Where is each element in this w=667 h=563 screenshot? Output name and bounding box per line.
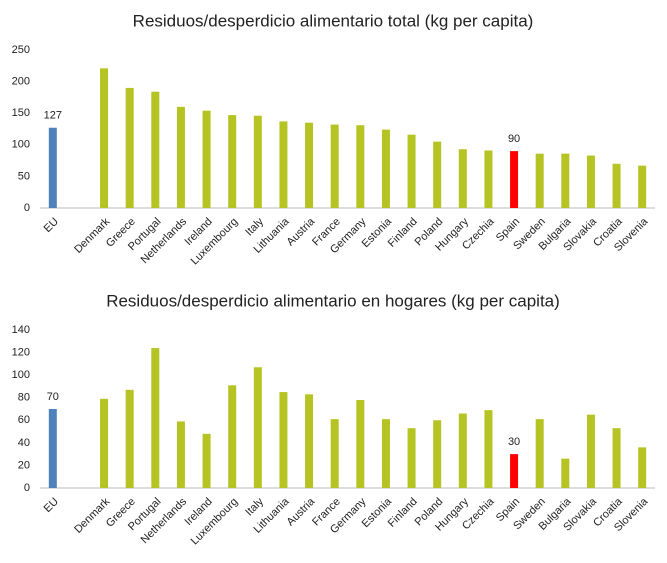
bar — [253, 115, 262, 208]
data-label: 127 — [44, 110, 62, 122]
bar — [484, 150, 493, 208]
bar — [100, 68, 109, 208]
bar — [561, 153, 570, 208]
bar — [561, 458, 570, 488]
bar — [407, 134, 416, 208]
bar — [279, 121, 288, 208]
bar — [125, 87, 134, 208]
bar — [638, 447, 647, 488]
bar — [356, 125, 365, 208]
bar — [279, 392, 288, 488]
bar — [228, 385, 237, 488]
bar — [586, 414, 595, 488]
bar — [484, 410, 493, 488]
bar — [407, 428, 416, 488]
bar — [125, 389, 134, 488]
bar — [356, 399, 365, 488]
bar — [176, 106, 185, 208]
bar — [305, 394, 314, 488]
y-tick-label: 50 — [18, 170, 30, 182]
bar — [586, 155, 595, 208]
bar — [510, 151, 519, 208]
bar — [612, 428, 621, 488]
y-tick-label: 150 — [12, 107, 30, 119]
bar — [176, 421, 185, 488]
y-tick-label: 0 — [24, 482, 30, 494]
data-label: 30 — [508, 436, 520, 448]
bar — [330, 419, 339, 488]
bar — [100, 398, 109, 488]
chart-title: Residuos/desperdicio alimentario total (… — [133, 11, 534, 30]
y-tick-label: 200 — [12, 76, 30, 88]
y-tick-label: 80 — [18, 392, 30, 404]
bar — [151, 91, 160, 208]
bar — [48, 409, 57, 488]
bar — [433, 141, 442, 208]
bar — [202, 110, 211, 208]
bar — [305, 122, 314, 208]
y-tick-label: 120 — [12, 346, 30, 358]
bar — [330, 124, 339, 208]
bar — [510, 454, 519, 488]
bar — [612, 163, 621, 208]
bar — [228, 115, 237, 208]
bar — [535, 153, 544, 208]
data-label: 70 — [47, 391, 59, 403]
y-tick-label: 140 — [12, 324, 30, 336]
chart-title: Residuos/desperdicio alimentario en hoga… — [106, 291, 560, 310]
y-tick-label: 0 — [24, 202, 30, 214]
y-tick-label: 40 — [18, 437, 30, 449]
y-tick-label: 60 — [18, 414, 30, 426]
bar — [433, 420, 442, 488]
bar — [151, 348, 160, 488]
bar — [535, 419, 544, 488]
bar — [202, 433, 211, 488]
data-label: 90 — [508, 133, 520, 145]
bar — [381, 419, 390, 488]
y-tick-label: 20 — [18, 459, 30, 471]
bar — [253, 367, 262, 488]
bar — [458, 413, 467, 488]
bar — [638, 165, 647, 208]
y-tick-label: 250 — [12, 44, 30, 56]
y-tick-label: 100 — [12, 369, 30, 381]
bar — [48, 127, 57, 208]
y-tick-label: 100 — [12, 139, 30, 151]
bar — [458, 149, 467, 208]
bar — [381, 129, 390, 208]
